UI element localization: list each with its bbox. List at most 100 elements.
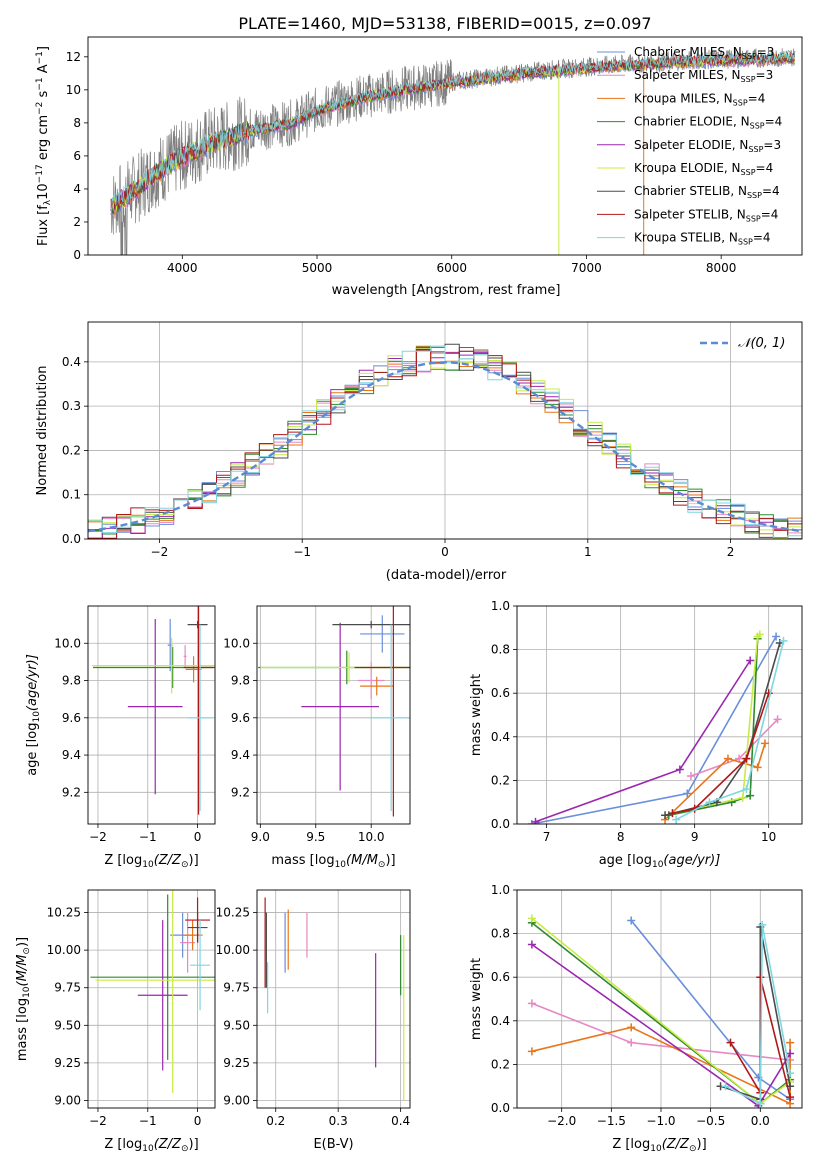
y-tick-label: 10.00 bbox=[47, 943, 81, 957]
errorbars bbox=[258, 606, 410, 817]
weight-marker bbox=[773, 715, 782, 724]
normal-curve bbox=[88, 361, 802, 533]
x-tick-label: 5000 bbox=[302, 261, 333, 275]
y-tick-label: 0.8 bbox=[491, 927, 510, 941]
x-tick-label: 0.4 bbox=[391, 1114, 410, 1128]
y-tick-label: 0.3 bbox=[62, 399, 81, 413]
x-tick-label: 0.0 bbox=[751, 1114, 770, 1128]
figure-title: PLATE=1460, MJD=53138, FIBERID=0015, z=0… bbox=[238, 14, 651, 33]
x-tick-label: 9.5 bbox=[306, 830, 325, 844]
spectrum-lines bbox=[110, 47, 796, 255]
axes-frame bbox=[256, 889, 411, 1109]
legend-label: Chabrier MILES, NSSP=3 bbox=[634, 45, 774, 61]
x-tick-label: −1.5 bbox=[597, 1114, 626, 1128]
x-axis-label: Z [log10(Z/Z⊙)] bbox=[104, 853, 198, 870]
y-tick-label: 0.2 bbox=[491, 773, 510, 787]
y-tick-label: 9.2 bbox=[62, 785, 81, 799]
axes-frame bbox=[516, 889, 803, 1109]
weight-marker bbox=[527, 914, 536, 923]
y-tick-label: 10 bbox=[66, 83, 81, 97]
x-tick-label: 7 bbox=[543, 830, 551, 844]
y-tick-label: 0.8 bbox=[491, 643, 510, 657]
y-tick-label: 0.0 bbox=[62, 532, 81, 546]
weight-marker bbox=[742, 754, 751, 763]
x-tick-label: −0.5 bbox=[696, 1114, 725, 1128]
mass-vs-metallicity-panel: −2 −1 0 9.00 9.25 9.50 9.75 10.00 10.25 Z [log10(… bbox=[15, 889, 216, 1154]
weight-line-salpeter-miles bbox=[690, 718, 779, 777]
weight-marker bbox=[772, 632, 781, 641]
weight-marker bbox=[764, 689, 773, 698]
y-tick-label: 9.75 bbox=[223, 981, 250, 995]
x-tick-label: 0 bbox=[194, 1114, 202, 1128]
y-tick-label: 4 bbox=[73, 182, 81, 196]
legend-label: Kroupa ELODIE, NSSP=4 bbox=[634, 161, 773, 177]
axes-frame bbox=[87, 605, 216, 825]
y-axis-label: Normed distribution bbox=[35, 366, 50, 496]
weight-marker bbox=[661, 811, 670, 820]
model-spectrum-chabrier-elodie bbox=[110, 53, 795, 214]
y-axis-label: mass weight bbox=[469, 958, 484, 1040]
y-tick-label: 0.4 bbox=[491, 1014, 510, 1028]
weight-marker bbox=[705, 798, 714, 807]
weight-marker bbox=[527, 940, 536, 949]
x-axis-label: age [log10(age/yr)] bbox=[599, 853, 721, 870]
weight-marker bbox=[786, 1069, 795, 1078]
x-tick-label: 0.2 bbox=[266, 1114, 285, 1128]
weight-marker bbox=[742, 785, 751, 794]
histogram-kroupa-elodie bbox=[88, 348, 802, 539]
weight-line-kroupa-miles bbox=[664, 743, 766, 821]
y-tick-label: 8 bbox=[73, 116, 81, 130]
legend-label: Chabrier STELIB, NSSP=4 bbox=[634, 184, 780, 200]
y-tick-label: 9.4 bbox=[231, 748, 250, 762]
weight-marker bbox=[627, 1038, 636, 1047]
weight-marker bbox=[531, 817, 540, 824]
y-tick-label: 0.0 bbox=[491, 1101, 510, 1115]
weight-vs-age-panel: 7 8 9 10 0.0 0.2 0.4 0.6 0.8 1.0 age [log10(age/yr… bbox=[469, 599, 803, 870]
x-axis-label: wavelength [Angstrom, rest frame] bbox=[332, 283, 561, 298]
weight-marker bbox=[675, 765, 684, 774]
weight-line-kroupa-stelib bbox=[725, 924, 791, 1105]
y-tick-label: 9.00 bbox=[223, 1093, 250, 1107]
weight-marker bbox=[683, 789, 692, 798]
age-vs-metallicity-panel: −2 −1 0 9.2 9.4 9.6 9.8 10.0 Z [log10(Z/Z⊙)] age … bbox=[25, 605, 216, 870]
x-tick-label: 6000 bbox=[436, 261, 467, 275]
legend-label: Chabrier ELODIE, NSSP=4 bbox=[634, 115, 782, 131]
axes-frame bbox=[87, 36, 803, 256]
weight-marker bbox=[723, 754, 732, 763]
y-tick-label: 9.75 bbox=[54, 981, 81, 995]
x-tick-label: −1 bbox=[293, 545, 311, 559]
x-tick-label: −1 bbox=[139, 1114, 157, 1128]
legend-label: Salpeter MILES, NSSP=3 bbox=[634, 68, 773, 84]
weight-marker bbox=[755, 630, 764, 639]
y-tick-label: 9.50 bbox=[54, 1018, 81, 1032]
y-axis-label: mass [log10(M/M⊙)] bbox=[15, 937, 32, 1061]
y-tick-label: 10.0 bbox=[223, 636, 250, 650]
x-tick-label: −1.0 bbox=[646, 1114, 675, 1128]
y-tick-label: 1.0 bbox=[491, 883, 510, 897]
weight-line-salpeter-stelib bbox=[672, 692, 770, 814]
x-tick-label: 9.0 bbox=[251, 830, 270, 844]
axes-frame bbox=[87, 889, 216, 1109]
weight-marker bbox=[756, 973, 765, 982]
x-tick-label: 2 bbox=[727, 545, 735, 559]
x-axis-label: mass [log10(M/M⊙)] bbox=[271, 853, 395, 870]
weight-marker bbox=[753, 763, 762, 772]
weight-marker bbox=[786, 1049, 795, 1058]
axes-frame bbox=[516, 605, 803, 825]
weight-marker bbox=[746, 656, 755, 665]
y-axis-label: mass weight bbox=[469, 674, 484, 756]
x-tick-label: 0 bbox=[441, 545, 449, 559]
weight-marker bbox=[672, 815, 681, 824]
legend-label: Kroupa STELIB, NSSP=4 bbox=[634, 231, 771, 247]
weight-marker bbox=[779, 636, 788, 645]
y-tick-label: 1.0 bbox=[491, 599, 510, 613]
y-tick-label: 0 bbox=[73, 248, 81, 262]
errorbars bbox=[264, 897, 405, 1101]
y-axis-label: Flux [fλ10−17 erg cm−2 s−1 A−1] bbox=[35, 46, 53, 246]
y-tick-label: 9.00 bbox=[54, 1093, 81, 1107]
y-axis-label: age [log10(age/yr)] bbox=[25, 654, 42, 776]
weight-marker bbox=[726, 1038, 735, 1047]
weight-marker bbox=[627, 1023, 636, 1032]
x-tick-label: 7000 bbox=[571, 261, 602, 275]
